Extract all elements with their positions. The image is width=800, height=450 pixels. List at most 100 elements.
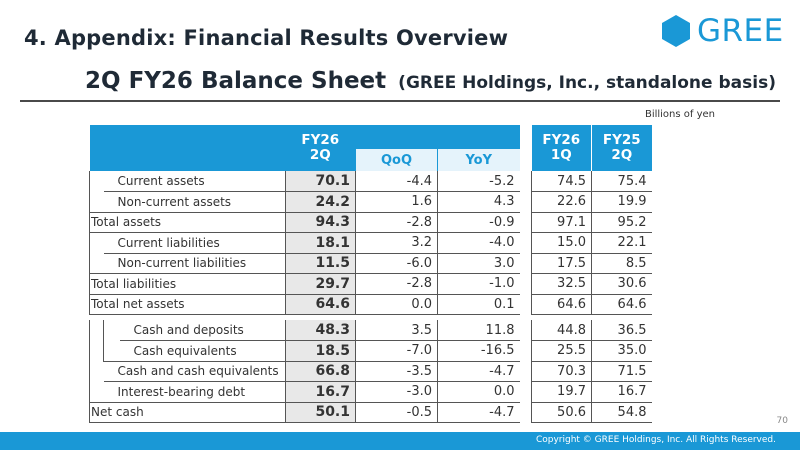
col-gap bbox=[519, 340, 532, 361]
row-label: Current liabilities bbox=[103, 232, 286, 254]
col-gap bbox=[519, 402, 532, 423]
indent-bar bbox=[89, 340, 104, 361]
row-label: Cash and cash equivalents bbox=[103, 361, 286, 382]
table-row: Cash equivalents 18.5 -7.0 -16.5 25.5 35… bbox=[89, 340, 652, 362]
header-blank bbox=[89, 125, 286, 171]
col-gap bbox=[519, 381, 532, 402]
gree-logo: GREE bbox=[659, 14, 784, 48]
row-label: Net cash bbox=[89, 402, 286, 423]
col-head-prev-y-line1: FY25 bbox=[602, 132, 641, 148]
indent-bar bbox=[89, 361, 104, 382]
cell-qoq: -3.0 bbox=[355, 381, 438, 403]
cell-current: 11.5 bbox=[285, 253, 356, 274]
table-row: Non-current assets 24.2 1.6 4.3 22.6 19.… bbox=[89, 191, 652, 213]
cell-current: 16.7 bbox=[285, 381, 356, 403]
cell-prev-y: 75.4 bbox=[591, 171, 652, 192]
cell-prev-y: 36.5 bbox=[591, 320, 652, 341]
cell-qoq: -6.0 bbox=[355, 253, 438, 274]
cell-prev-y: 30.6 bbox=[591, 273, 652, 295]
row-label: Total net assets bbox=[89, 294, 286, 315]
table-row-total: Net cash 50.1 -0.5 -4.7 50.6 54.8 bbox=[89, 402, 652, 423]
page-title: 2Q FY26 Balance Sheet (GREE Holdings, In… bbox=[85, 68, 776, 94]
cell-current: 18.1 bbox=[285, 232, 356, 254]
cell-current: 66.8 bbox=[285, 361, 356, 382]
cell-prev-y: 22.1 bbox=[591, 232, 652, 254]
cell-yoy: 11.8 bbox=[437, 320, 520, 341]
table-row: Interest-bearing debt 16.7 -3.0 0.0 19.7… bbox=[89, 381, 652, 403]
cell-qoq: 0.0 bbox=[355, 294, 438, 315]
cell-qoq: -3.5 bbox=[355, 361, 438, 382]
cell-yoy: -4.0 bbox=[437, 232, 520, 254]
cash-table: Cash and deposits 48.3 3.5 11.8 44.8 36.… bbox=[89, 320, 652, 423]
copyright-text: Copyright © GREE Holdings, Inc. All Righ… bbox=[535, 435, 776, 445]
col-gap bbox=[519, 294, 532, 315]
cell-prev-y: 95.2 bbox=[591, 212, 652, 233]
col-head-yoy: YoY bbox=[437, 149, 520, 171]
header-blank-change bbox=[355, 125, 520, 149]
row-label: Non-current assets bbox=[103, 191, 286, 213]
section-title: 4. Appendix: Financial Results Overview bbox=[24, 26, 509, 50]
cell-prev-q: 19.7 bbox=[531, 381, 592, 403]
footer-bar: Copyright © GREE Holdings, Inc. All Righ… bbox=[0, 432, 800, 450]
table-row: Non-current liabilities 11.5 -6.0 3.0 17… bbox=[89, 253, 652, 274]
cell-prev-q: 22.6 bbox=[531, 191, 592, 213]
cell-prev-q: 64.6 bbox=[531, 294, 592, 315]
page-title-main: 2Q FY26 Balance Sheet bbox=[85, 68, 387, 94]
cell-prev-q: 44.8 bbox=[531, 320, 592, 341]
col-gap bbox=[519, 191, 532, 212]
cell-qoq: -2.8 bbox=[355, 212, 438, 233]
col-gap bbox=[519, 273, 532, 294]
cell-yoy: 4.3 bbox=[437, 191, 520, 213]
indent-bar bbox=[89, 171, 104, 192]
row-label: Total liabilities bbox=[89, 273, 286, 295]
table-row: Cash and cash equivalents 66.8 -3.5 -4.7… bbox=[89, 361, 652, 382]
table-row-total: Total liabilities 29.7 -2.8 -1.0 32.5 30… bbox=[89, 273, 652, 295]
cell-qoq: -2.8 bbox=[355, 273, 438, 295]
indent-bar-inner bbox=[103, 340, 120, 362]
cell-prev-q: 74.5 bbox=[531, 171, 592, 192]
table-row-total: Total net assets 64.6 0.0 0.1 64.6 64.6 bbox=[89, 294, 652, 315]
cell-prev-q: 15.0 bbox=[531, 232, 592, 254]
cell-qoq: 3.5 bbox=[355, 320, 438, 341]
cell-prev-q: 97.1 bbox=[531, 212, 592, 233]
title-divider bbox=[20, 100, 780, 102]
col-head-qoq: QoQ bbox=[355, 149, 438, 171]
col-gap bbox=[519, 253, 532, 274]
indent-bar bbox=[89, 191, 104, 213]
col-head-prev-q: FY26 1Q bbox=[531, 125, 592, 171]
hexagon-logo-icon bbox=[662, 15, 690, 47]
cell-prev-q: 70.3 bbox=[531, 361, 592, 382]
cell-prev-q: 25.5 bbox=[531, 340, 592, 362]
cell-current: 50.1 bbox=[285, 402, 356, 423]
table-row: Current liabilities 18.1 3.2 -4.0 15.0 2… bbox=[89, 232, 652, 254]
cell-prev-q: 50.6 bbox=[531, 402, 592, 423]
col-gap bbox=[519, 232, 532, 253]
cell-prev-y: 71.5 bbox=[591, 361, 652, 382]
cell-yoy: -4.7 bbox=[437, 402, 520, 423]
table-row: Current assets 70.1 -4.4 -5.2 74.5 75.4 bbox=[89, 171, 652, 192]
col-head-current-line2: 2Q bbox=[309, 147, 331, 163]
row-label: Cash equivalents bbox=[119, 340, 286, 362]
logo-text: GREE bbox=[697, 12, 784, 49]
row-label: Interest-bearing debt bbox=[103, 381, 286, 403]
col-head-current-line1: FY26 bbox=[301, 132, 340, 148]
col-head-prev-q-line2: 1Q bbox=[550, 147, 572, 163]
cell-current: 48.3 bbox=[285, 320, 356, 341]
col-head-current: FY26 2Q bbox=[285, 125, 356, 171]
indent-bar bbox=[89, 381, 104, 403]
cell-yoy: -4.7 bbox=[437, 361, 520, 382]
col-head-prev-q-line1: FY26 bbox=[542, 132, 581, 148]
cell-current: 29.7 bbox=[285, 273, 356, 295]
page-number: 70 bbox=[776, 416, 788, 426]
table-row: Cash and deposits 48.3 3.5 11.8 44.8 36.… bbox=[89, 320, 652, 341]
cell-current: 64.6 bbox=[285, 294, 356, 315]
col-gap bbox=[519, 212, 532, 233]
cell-qoq: -7.0 bbox=[355, 340, 438, 362]
cell-qoq: -4.4 bbox=[355, 171, 438, 192]
cell-yoy: -16.5 bbox=[437, 340, 520, 362]
cell-yoy: -5.2 bbox=[437, 171, 520, 192]
col-head-prev-y: FY25 2Q bbox=[591, 125, 652, 171]
cell-qoq: -0.5 bbox=[355, 402, 438, 423]
col-gap bbox=[519, 171, 532, 192]
row-label: Non-current liabilities bbox=[103, 253, 286, 274]
